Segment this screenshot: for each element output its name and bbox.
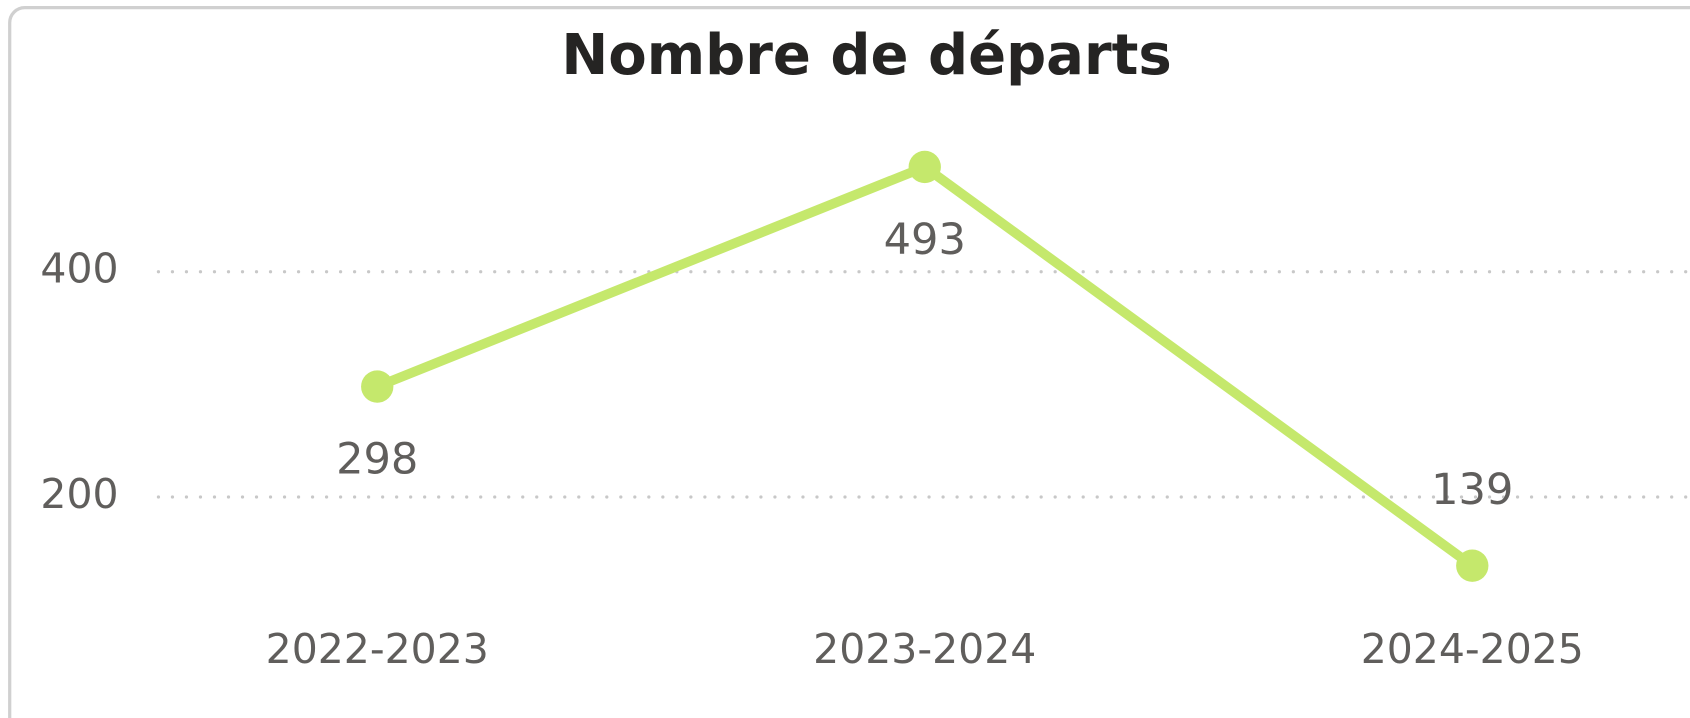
data-label: 493 bbox=[884, 215, 966, 265]
data-point bbox=[1456, 549, 1489, 582]
y-tick-label: 400 bbox=[40, 245, 118, 293]
y-tick-label: 200 bbox=[40, 470, 118, 518]
x-tick-label: 2022-2023 bbox=[266, 625, 489, 673]
data-label: 139 bbox=[1431, 465, 1513, 515]
chart-title: Nombre de départs bbox=[561, 23, 1171, 88]
card-frame bbox=[8, 6, 1690, 718]
x-tick-label: 2023-2024 bbox=[813, 625, 1036, 673]
x-tick-label: 2024-2025 bbox=[1361, 625, 1584, 673]
data-label: 298 bbox=[336, 435, 418, 485]
data-point bbox=[908, 150, 941, 184]
plot-area: 200 400 2022-2023 2023-2024 2024-2025 298 493 1… bbox=[40, 150, 1690, 673]
data-point bbox=[361, 370, 394, 403]
